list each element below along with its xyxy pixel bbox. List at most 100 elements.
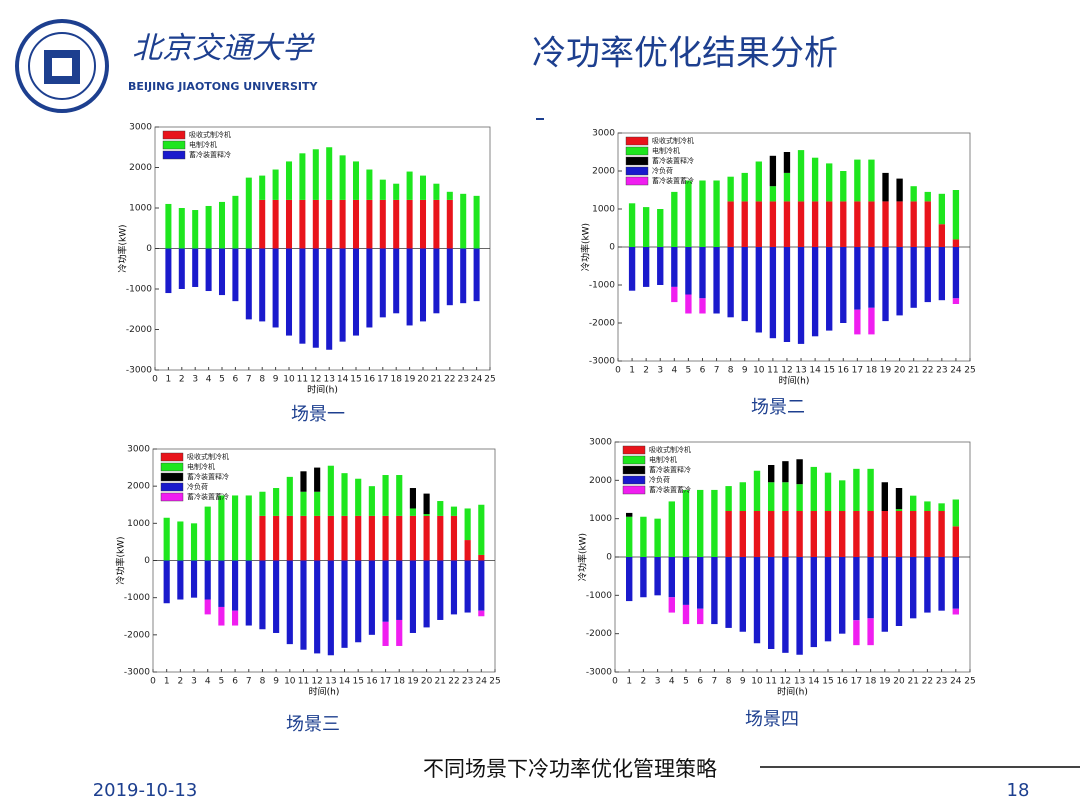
bar-segment (697, 608, 704, 625)
x-tick-label: 15 (350, 375, 361, 385)
bar-segment (259, 560, 266, 630)
x-tick-label: 23 (462, 677, 473, 687)
bar-segment (797, 247, 805, 344)
bar-segment (839, 511, 846, 557)
x-tick-label: 24 (471, 375, 483, 385)
bar-segment (713, 180, 720, 247)
x-tick-label: 19 (404, 375, 416, 385)
bar-segment (810, 466, 817, 511)
bar-segment (853, 557, 860, 621)
y-tick-label: -2000 (589, 319, 615, 329)
bar-segment (419, 248, 427, 322)
bar-segment (165, 248, 172, 294)
bar-segment (782, 461, 789, 483)
bar-segment (685, 180, 692, 247)
page-number: 18 (1007, 780, 1030, 801)
bar-segment (245, 560, 252, 626)
x-tick-label: 14 (339, 677, 351, 687)
x-tick-label: 4 (669, 677, 675, 687)
x-tick-label: 10 (751, 677, 763, 687)
bar-segment (826, 163, 833, 202)
bar-segment (423, 514, 430, 516)
legend-label: 电制冷机 (649, 455, 677, 464)
university-en: BEIJING JIAOTONG UNIVERSITY (128, 80, 318, 93)
bar-segment (824, 472, 832, 511)
bar-segment (300, 515, 307, 561)
x-tick-label: 10 (284, 677, 296, 687)
bar-segment (769, 247, 777, 339)
bar-segment (299, 248, 306, 344)
bar-segment (382, 560, 389, 622)
y-tick-label: -2000 (126, 325, 152, 335)
bar-segment (811, 157, 819, 202)
bar-segment (272, 248, 279, 328)
bar-segment (881, 511, 888, 557)
x-tick-label: 20 (421, 677, 433, 687)
bar-segment (366, 199, 373, 249)
bar-segment (910, 247, 917, 308)
bar-segment (768, 465, 775, 483)
bar-segment (782, 511, 789, 557)
legend-label: 冷负荷 (649, 475, 670, 484)
bar-segment (882, 247, 889, 322)
legend-swatch (160, 472, 184, 482)
bar-segment (379, 199, 386, 249)
bar-segment (327, 560, 334, 656)
bar-segment (218, 248, 226, 296)
bar-segment (192, 248, 199, 287)
x-tick-label: 17 (380, 677, 391, 687)
bar-segment (924, 247, 931, 303)
bar-segment (423, 560, 430, 628)
x-tick-label: 11 (298, 677, 309, 687)
x-tick-label: 21 (431, 375, 442, 385)
x-tick-label: 18 (390, 375, 402, 385)
x-tick-label: 8 (726, 677, 732, 687)
x-tick-label: 21 (907, 677, 918, 687)
x-tick-label: 19 (880, 366, 892, 376)
bar-segment (910, 557, 917, 619)
legend-label: 冷负荷 (652, 166, 673, 175)
bar-segment (796, 557, 803, 655)
bar-segment (668, 597, 675, 613)
bar-segment (478, 560, 485, 611)
bar-segment (882, 201, 889, 247)
bar-segment (382, 515, 389, 561)
legend-label: 蓄冷装置释冷 (652, 156, 694, 165)
x-tick-label: 20 (893, 677, 905, 687)
bar-segment (755, 247, 762, 333)
bar-segment (768, 482, 775, 511)
y-tick-label: -3000 (126, 366, 152, 376)
bar-segment (713, 247, 720, 314)
bar-segment (245, 177, 252, 249)
bar-segment (352, 199, 360, 249)
x-tick-label: 4 (671, 366, 677, 376)
bar-segment (341, 560, 348, 648)
bar-segment (218, 201, 226, 249)
bar-segment (685, 294, 692, 314)
bar-segment (355, 478, 362, 516)
bar-segment (178, 248, 185, 289)
x-tick-label: 21 (908, 366, 919, 376)
bar-segment (868, 159, 875, 202)
bar-segment (840, 201, 847, 247)
bar-segment (409, 560, 416, 633)
bar-segment (232, 560, 239, 611)
bar-segment (352, 248, 360, 336)
chart-caption: 场景四 (745, 709, 799, 730)
bar-segment (711, 557, 718, 625)
y-tick-label: 2000 (592, 167, 615, 177)
bar-segment (379, 248, 386, 318)
x-tick-label: 5 (219, 677, 225, 687)
x-tick-label: 5 (219, 375, 225, 385)
bar-segment (366, 248, 373, 328)
bar-segment (896, 247, 903, 316)
bar-segment (725, 511, 732, 557)
x-tick-label: 23 (936, 677, 947, 687)
bar-segment (478, 504, 485, 555)
legend-label: 蓄冷装置蓄冷 (187, 492, 229, 501)
x-axis-label: 时间(h) (309, 686, 340, 698)
bar-segment (854, 309, 861, 335)
x-tick-label: 11 (297, 375, 308, 385)
bar-segment (460, 248, 467, 304)
bar-segment (924, 191, 931, 202)
